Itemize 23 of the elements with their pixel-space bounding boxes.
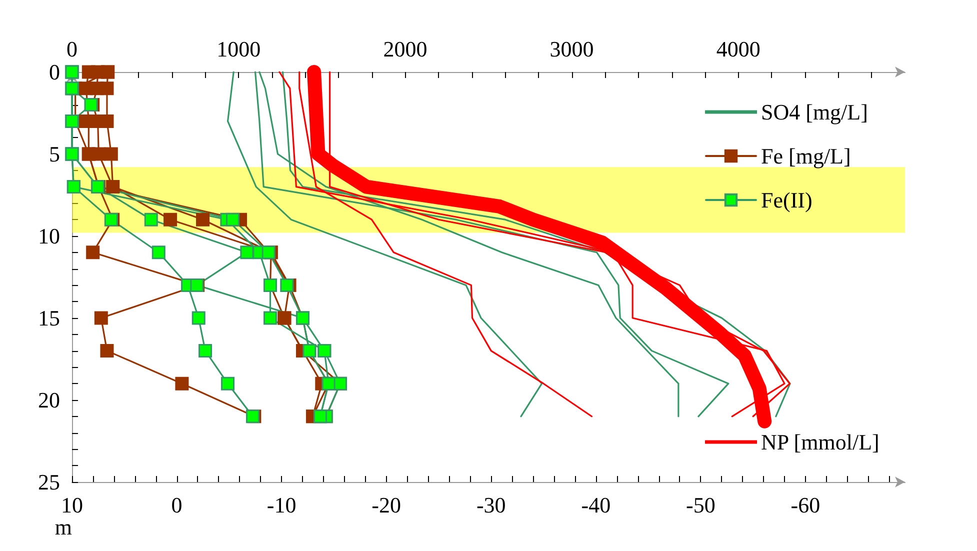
x2-tick-label: 4000	[716, 36, 760, 62]
x2-tick-label: 1000	[216, 36, 261, 62]
y-tick-label: 10	[38, 224, 60, 248]
x2-tick-label: 2000	[383, 36, 428, 62]
legend-label: Fe(II)	[761, 188, 812, 212]
legend-label: Fe [mg/L]	[761, 144, 851, 168]
x-tick-label: -60	[790, 492, 820, 518]
y-tick-label: 5	[49, 142, 60, 166]
x-tick-label: -30	[476, 492, 506, 518]
legend-label: NP [mmol/L]	[761, 430, 880, 454]
x-tick-label: -20	[372, 492, 402, 518]
x2-tick-label: 0	[66, 36, 78, 62]
legend-label: SO4 [mg/L]	[761, 100, 868, 124]
y-axis-title: m	[54, 514, 72, 540]
x-tick-label: -10	[266, 492, 296, 518]
x-tick-label: -50	[686, 492, 716, 518]
y-tick-label: 0	[49, 60, 60, 84]
y-tick-label: 20	[38, 388, 60, 412]
y-tick-label: 15	[38, 306, 60, 330]
y-tick-label: 25	[38, 470, 60, 494]
x-tick-label: 0	[171, 492, 182, 518]
x2-tick-label: 3000	[550, 36, 594, 62]
x-tick-label: -40	[581, 492, 611, 518]
